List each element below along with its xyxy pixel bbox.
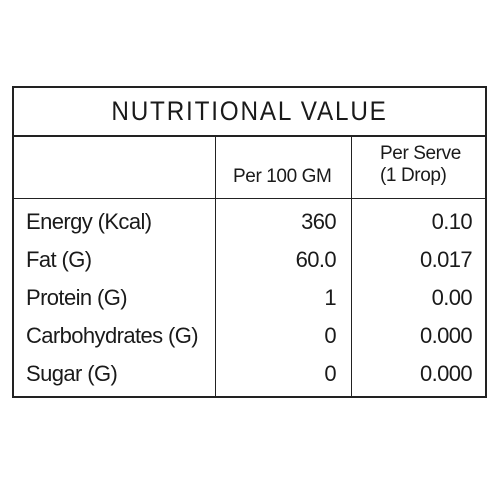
- header-per-serve-line2: (1 Drop): [380, 165, 447, 186]
- table-row: Fat (G) 60.0 0.017: [14, 243, 485, 281]
- row-per-100: 360: [301, 209, 337, 234]
- row-label: Fat (G): [26, 247, 92, 272]
- table-row: Sugar (G) 0 0.000: [14, 357, 485, 395]
- header-per-100: Per 100 GM: [233, 166, 332, 187]
- table-row: Carbohydrates (G) 0 0.000: [14, 319, 485, 357]
- table-row: Energy (Kcal) 360 0.10: [14, 205, 485, 243]
- row-per-serve: 0.017: [419, 247, 473, 272]
- row-per-100: 60.0: [295, 247, 337, 272]
- column-divider-2: [351, 137, 352, 396]
- row-label: Protein (G): [26, 285, 128, 310]
- row-label: Energy (Kcal): [26, 209, 152, 234]
- row-per-serve: 0.10: [431, 209, 473, 234]
- row-label: Carbohydrates (G): [26, 323, 199, 348]
- table-header-row: Per 100 GM Per Serve (1 Drop): [14, 137, 485, 199]
- row-per-serve: 0.00: [431, 285, 473, 310]
- header-per-serve-line1: Per Serve: [380, 143, 461, 164]
- table-body: Energy (Kcal) 360 0.10 Fat (G) 60.0 0.01…: [14, 199, 485, 395]
- row-per-100: 0: [324, 323, 336, 348]
- table-title-row: NUTRITIONAL VALUE: [14, 88, 485, 137]
- row-per-serve: 0.000: [419, 361, 473, 386]
- header-per-serve: Per Serve (1 Drop): [380, 143, 461, 187]
- row-per-100: 1: [324, 285, 336, 310]
- row-label: Sugar (G): [26, 361, 118, 386]
- table-row: Protein (G) 1 0.00: [14, 281, 485, 319]
- row-per-serve: 0.000: [419, 323, 473, 348]
- column-divider-1: [215, 137, 216, 396]
- row-per-100: 0: [324, 361, 336, 386]
- table-title: NUTRITIONAL VALUE: [111, 96, 388, 126]
- nutrition-table: NUTRITIONAL VALUE Per 100 GM Per Serve (…: [12, 86, 487, 398]
